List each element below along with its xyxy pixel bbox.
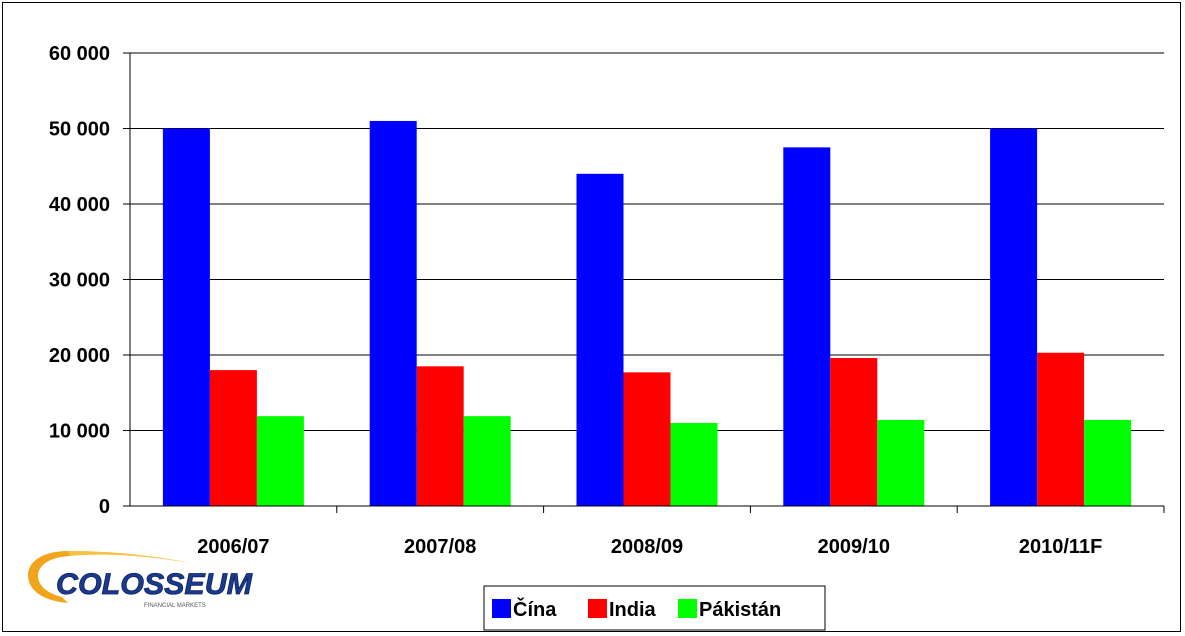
axes: [123, 52, 1165, 513]
bar-India-2007/08: [416, 366, 464, 506]
y-tick-label: 50 000: [49, 119, 110, 141]
bar-Čína-2008/09: [576, 173, 624, 507]
x-tick-label: 2007/08: [404, 536, 476, 558]
x-tick-label: 2006/07: [197, 536, 269, 558]
bar-Pákistán-2007/08: [463, 416, 511, 506]
logo-text: COLOSSEUM: [56, 568, 253, 601]
y-tick-label: 20 000: [49, 345, 110, 367]
x-tick-label: 2008/09: [611, 536, 683, 558]
x-tick-labels: 2006/07 2007/08 2008/09 2009/10 2010/11F: [197, 536, 1102, 558]
logo-subtext: FINANCIAL MARKETS: [144, 603, 206, 609]
legend-swatch: [492, 599, 511, 618]
x-tick-label: 2009/10: [818, 536, 890, 558]
bar-Čína-2009/10: [783, 147, 831, 506]
bar-Pákistán-2010/11F: [1084, 419, 1132, 506]
y-tick-labels: 0 10 000 20 000 30 000 40 000 50 000 60 000: [49, 43, 110, 518]
bar-India-2009/10: [830, 358, 878, 506]
colosseum-logo-icon: COLOSSEUM FINANCIAL MARKETS: [28, 551, 253, 609]
bar-Pákistán-2008/09: [670, 422, 718, 506]
y-tick-label: 30 000: [49, 270, 110, 292]
bar-Pákistán-2006/07: [256, 416, 304, 506]
x-tick-label: 2010/11F: [1019, 536, 1102, 558]
bar-Čína-2006/07: [162, 128, 210, 506]
legend-label: Čína: [513, 597, 557, 621]
bar-Pákistán-2009/10: [877, 419, 925, 506]
legend-swatch: [678, 599, 697, 618]
bar-Čína-2010/11F: [990, 128, 1038, 506]
y-tick-label: 60 000: [49, 43, 110, 65]
y-tick-label: 10 000: [49, 421, 110, 443]
y-tick-label: 0: [99, 496, 110, 518]
legend-label: India: [609, 599, 657, 621]
y-tick-label: 40 000: [49, 194, 110, 216]
legend-swatch: [588, 599, 607, 618]
bar-Čína-2007/08: [369, 120, 417, 506]
bar-India-2010/11F: [1037, 352, 1085, 506]
legend-box: [483, 585, 826, 631]
bars: [162, 120, 1132, 507]
legend: Čína India Pákistán: [483, 585, 826, 631]
legend-label: Pákistán: [699, 599, 781, 621]
bar-India-2008/09: [623, 372, 671, 506]
bar-India-2006/07: [209, 370, 257, 506]
